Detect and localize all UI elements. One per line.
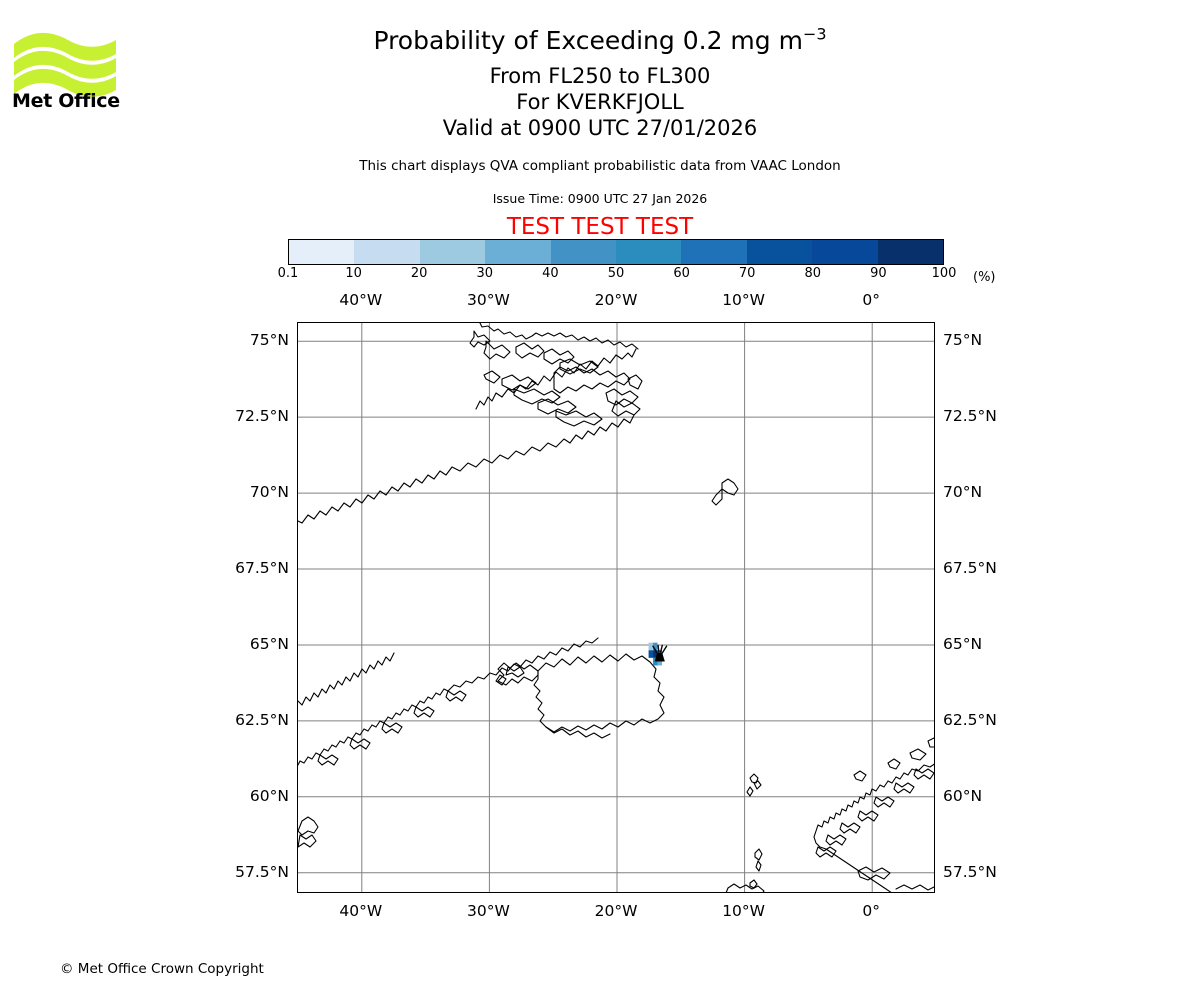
lat-tick-label-right: 70°N [943, 483, 983, 502]
colorbar-band-1 [354, 240, 420, 264]
map-gridlines [298, 323, 934, 892]
lon-tick-label: 30°W [466, 291, 510, 309]
qva-compliance-note: This chart displays QVA compliant probab… [359, 158, 841, 174]
lat-tick-label-right: 72.5°N [943, 407, 997, 426]
colorbar-tick-70: 70 [738, 266, 756, 281]
lat-tick-label-left: 72.5°N [235, 407, 289, 426]
ash-cell [657, 657, 662, 666]
ash-cell [648, 642, 654, 651]
colorbar-tick-10: 10 [345, 266, 362, 281]
colorbar-tick-60: 60 [673, 266, 690, 281]
flight-level-subtitle: From FL250 to FL300 [489, 64, 711, 88]
lat-tick-label-right: 60°N [943, 786, 983, 805]
colorbar-band-9 [877, 240, 944, 264]
colorbar-tick-40: 40 [542, 266, 559, 281]
lon-tick-label: 0° [862, 291, 880, 309]
valid-time-subtitle: Valid at 0900 UTC 27/01/2026 [442, 116, 758, 140]
colorbar-tick-30: 30 [476, 266, 494, 281]
colorbar-band-2 [419, 240, 486, 264]
lat-tick-label-right: 57.5°N [943, 862, 997, 881]
lat-tick-label-right: 67.5°N [943, 559, 997, 578]
volcano-symbol [652, 644, 668, 662]
colorbar-band-7 [746, 240, 813, 264]
colorbar-band-8 [812, 240, 878, 264]
ash-cell [653, 650, 658, 658]
coastlines [298, 323, 934, 892]
map-plot-area [297, 322, 935, 893]
lon-tick-label: 20°W [594, 902, 638, 920]
colorbar-tick-0.1: 0.1 [277, 266, 299, 281]
lon-tick-label: 30°W [466, 902, 510, 920]
lat-tick-label-left: 70°N [249, 483, 289, 502]
met-office-logo [12, 28, 122, 116]
test-banner: TEST TEST TEST [506, 214, 694, 240]
lat-tick-label-left: 67.5°N [235, 559, 289, 578]
colorbar-band-5 [616, 240, 682, 264]
page-title-text: Probability of Exceeding 0.2 mg m [373, 26, 803, 55]
lat-tick-label-right: 62.5°N [943, 710, 997, 729]
lat-tick-label-left: 57.5°N [235, 862, 289, 881]
colorbar-band-6 [681, 240, 747, 264]
colorbar-tick-50: 50 [607, 266, 625, 281]
volcano-eruption-icon [652, 644, 668, 662]
met-office-logo-text: Met Office [12, 90, 120, 112]
lon-tick-label: 10°W [722, 902, 765, 920]
lat-tick-label-right: 65°N [943, 634, 983, 653]
colorbar-tick-20: 20 [410, 266, 428, 281]
colorbar-tick-90: 90 [870, 266, 887, 281]
lat-tick-label-left: 75°N [249, 331, 289, 350]
copyright-notice: © Met Office Crown Copyright [60, 961, 264, 977]
ash-cell [653, 642, 658, 651]
lat-tick-label-right: 75°N [943, 331, 983, 350]
lon-tick-label: 40°W [339, 902, 383, 920]
ash-cell [653, 657, 658, 666]
met-office-wave-icon [14, 32, 116, 97]
colorbar-tick-100: 100 [931, 266, 957, 281]
lon-tick-label: 0° [862, 902, 880, 920]
page-title-superscript: −3 [802, 24, 827, 44]
lat-tick-label-left: 60°N [249, 786, 289, 805]
map-canvas [298, 323, 934, 892]
colorbar-tick-labels: 0.1 10 20 30 40 50 60 70 80 90 100 [278, 266, 957, 284]
colorbar-unit-label: (%) [973, 270, 996, 285]
issue-time-label: Issue Time: 0900 UTC 27 Jan 2026 [492, 191, 708, 206]
ash-cell [648, 650, 654, 658]
lon-tick-label: 40°W [339, 291, 383, 309]
colorbar-band-0 [289, 240, 355, 264]
colorbar-tick-80: 80 [804, 266, 822, 281]
lat-tick-label-left: 62.5°N [235, 710, 289, 729]
lon-tick-label: 20°W [594, 291, 638, 309]
colorbar-band-4 [550, 240, 617, 264]
volcano-name-subtitle: For KVERKFJOLL [516, 90, 684, 114]
lat-tick-label-left: 65°N [249, 634, 289, 653]
colorbar-bands [288, 239, 944, 265]
lon-tick-label: 10°W [722, 291, 765, 309]
probability-colorbar [288, 239, 944, 265]
page-title: Probability of Exceeding 0.2 mg m−3 [0, 26, 1200, 56]
colorbar-band-3 [485, 240, 551, 264]
